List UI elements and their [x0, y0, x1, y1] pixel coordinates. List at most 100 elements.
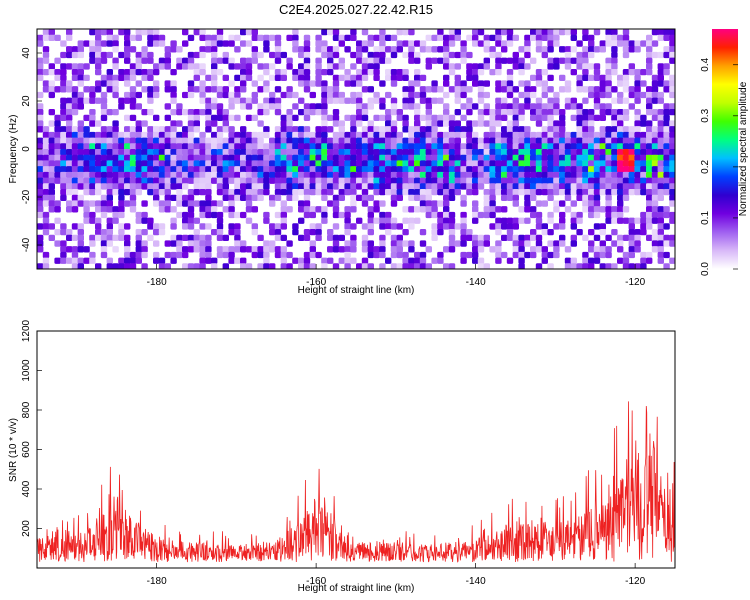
heatmap-cell	[89, 29, 96, 36]
heatmap-cell	[622, 217, 630, 224]
heatmap-cell	[611, 63, 618, 70]
heatmap-cell	[228, 177, 235, 184]
heatmap-cell	[338, 120, 345, 127]
heatmap-cell	[489, 114, 496, 122]
heatmap-cell	[286, 206, 293, 213]
heatmap-cell	[199, 234, 206, 242]
heatmap-cell	[112, 80, 119, 87]
heatmap-cell	[622, 114, 630, 122]
heatmap-cell	[245, 154, 253, 162]
heatmap-cell	[501, 40, 508, 47]
heatmap-cell	[124, 114, 131, 122]
heatmap-cell	[646, 34, 653, 42]
heatmap-cell	[251, 171, 258, 179]
heatmap-cell	[95, 206, 102, 213]
heatmap-cell	[512, 57, 519, 64]
heatmap-cell	[448, 160, 456, 167]
heatmap-cell	[472, 29, 479, 36]
heatmap-cell	[332, 120, 340, 127]
heatmap-cell	[617, 149, 624, 156]
heatmap-cell	[622, 143, 630, 150]
heatmap-cell	[106, 183, 113, 190]
heatmap-cell	[530, 114, 537, 122]
heatmap-cell	[112, 217, 119, 224]
heatmap-cell	[593, 86, 601, 93]
heatmap-cell	[622, 171, 630, 179]
heatmap-cell	[240, 149, 247, 156]
heatmap-cell	[669, 194, 675, 202]
heatmap-cell	[315, 143, 322, 150]
heatmap-cell	[280, 217, 287, 224]
heatmap-cell	[187, 223, 195, 230]
heatmap-cell	[408, 149, 415, 156]
heatmap-cell	[193, 177, 200, 184]
heatmap-cell	[112, 246, 119, 253]
heatmap-cell	[321, 171, 328, 179]
heatmap-cell	[303, 80, 311, 87]
heatmap-cell	[489, 149, 496, 156]
heatmap-cell	[286, 131, 293, 139]
heatmap-cell	[379, 103, 386, 110]
heatmap-cell	[466, 160, 473, 167]
heatmap-cell	[582, 189, 589, 196]
heatmap-cell	[83, 177, 90, 184]
heatmap-cell	[553, 200, 560, 207]
heatmap-cell	[512, 120, 519, 127]
heatmap-cell	[582, 29, 589, 36]
heatmap-cell	[141, 154, 148, 162]
heatmap-cell	[495, 206, 502, 213]
heatmap-cell	[448, 40, 456, 47]
heatmap-cell	[332, 109, 340, 116]
heatmap-cell	[350, 131, 357, 139]
heatmap-cell	[582, 143, 589, 150]
heatmap-cell	[605, 206, 612, 213]
heatmap-cell	[530, 246, 537, 253]
heatmap-cell	[182, 160, 189, 167]
heatmap-cell	[576, 217, 583, 224]
heatmap-cell	[628, 160, 635, 167]
heatmap-cell	[327, 234, 334, 242]
heatmap-cell	[506, 137, 514, 144]
heatmap-cell	[367, 171, 374, 179]
heatmap-cell	[54, 217, 61, 224]
heatmap-cell	[106, 74, 113, 82]
heatmap-cell	[332, 194, 340, 202]
heatmap-cell	[298, 257, 305, 264]
heatmap-cell	[582, 251, 589, 259]
heatmap-cell	[530, 149, 537, 156]
heatmap-cell	[37, 137, 44, 144]
heatmap-cell	[42, 137, 50, 144]
heatmap-cell	[651, 97, 659, 104]
heatmap-cell	[245, 206, 253, 213]
heatmap-cell	[205, 189, 212, 196]
heatmap-cell	[385, 109, 392, 116]
heatmap-cell	[356, 109, 363, 116]
heatmap-cell	[617, 74, 624, 82]
heatmap-cell	[611, 183, 618, 190]
heatmap-cell	[240, 103, 247, 110]
heatmap-cell	[657, 251, 664, 259]
heatmap-cell	[669, 211, 675, 219]
heatmap-cell	[576, 120, 583, 127]
heatmap-cell	[506, 257, 514, 264]
heatmap-cell	[419, 257, 427, 264]
heatmap-cell	[298, 80, 305, 87]
heatmap-cell	[338, 57, 345, 64]
heatmap-cell	[663, 103, 670, 110]
heatmap-cell	[605, 251, 612, 259]
heatmap-cell	[657, 126, 664, 133]
heatmap-cell	[466, 189, 473, 196]
heatmap-cell	[622, 51, 630, 59]
heatmap-cell	[628, 149, 635, 156]
heatmap-cell	[216, 143, 224, 150]
heatmap-cell	[216, 126, 224, 133]
heatmap-cell	[640, 229, 647, 236]
heatmap-cell	[628, 40, 635, 47]
heatmap-cell	[576, 109, 583, 116]
heatmap-cell	[651, 160, 659, 167]
heatmap-cell	[535, 40, 543, 47]
heatmap-cell	[66, 114, 73, 122]
heatmap-cell	[431, 131, 438, 139]
heatmap-cell	[321, 257, 328, 264]
heatmap-cell	[408, 177, 415, 184]
